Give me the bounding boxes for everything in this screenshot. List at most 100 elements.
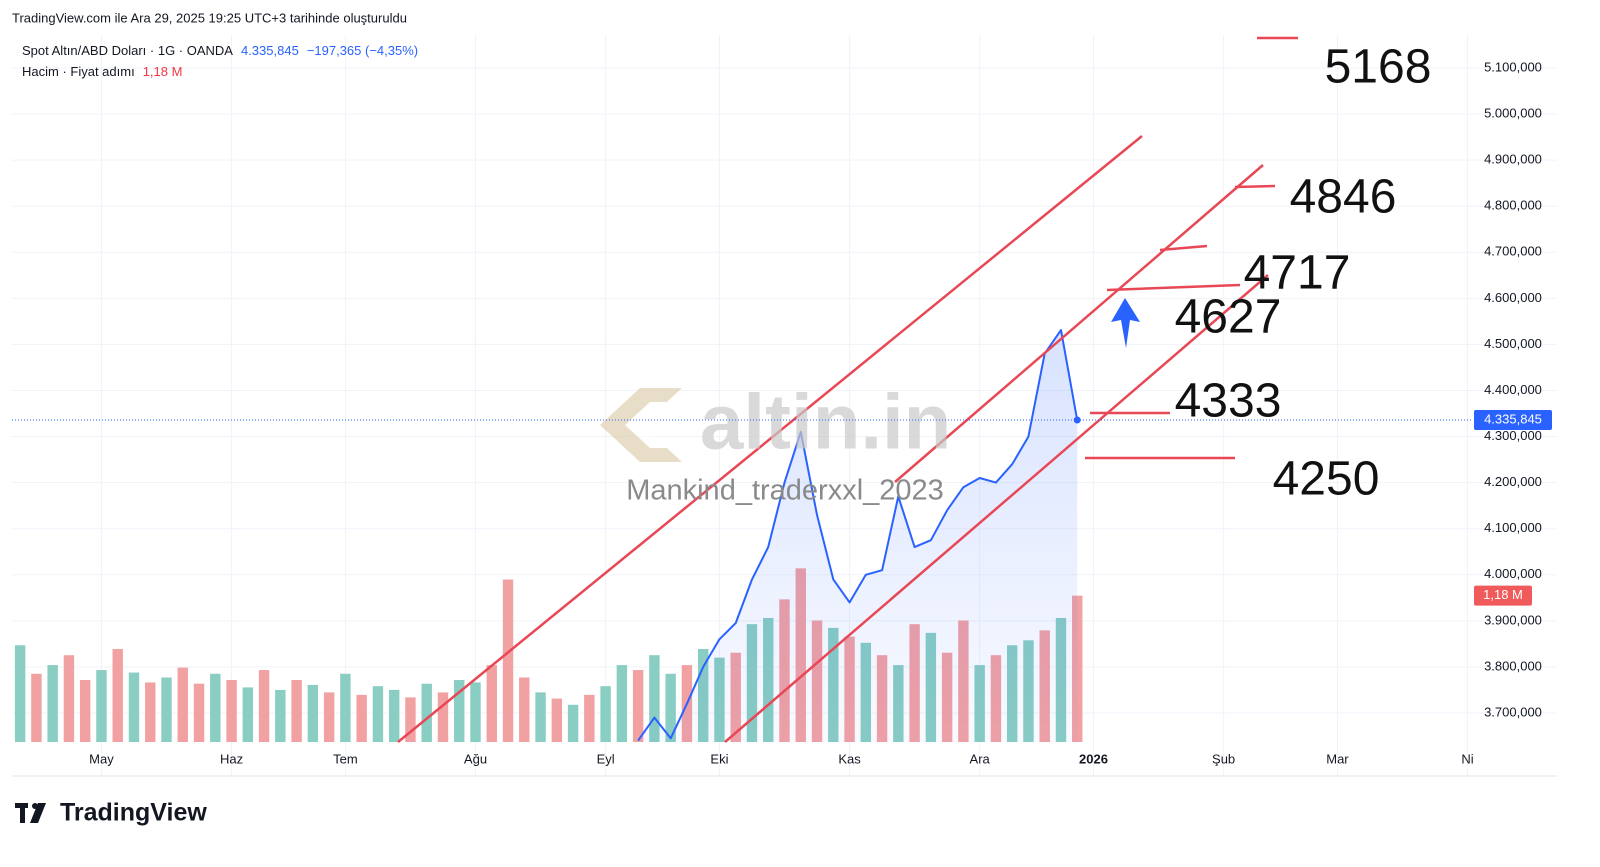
volume-badge — [1474, 585, 1532, 606]
volume-bar — [340, 673, 351, 742]
volume-bar — [600, 686, 611, 742]
y-tick-label: 5.000,000 — [1484, 105, 1542, 120]
volume-bar — [632, 670, 644, 742]
volume-bar — [161, 677, 172, 742]
level-label: 5168 — [1325, 41, 1432, 94]
volume-bar — [454, 679, 465, 742]
y-tick-label: 3.800,000 — [1484, 658, 1542, 673]
x-tick-label: Tem — [333, 751, 358, 766]
volume-bar — [242, 687, 254, 742]
up-arrow — [1111, 298, 1140, 348]
volume-bar — [177, 667, 188, 742]
brand-logo — [15, 803, 46, 823]
y-tick-label: 4.600,000 — [1484, 290, 1542, 305]
level-label: 4846 — [1290, 171, 1397, 224]
y-tick-label: 4.900,000 — [1484, 152, 1542, 167]
x-tick-label: Eki — [710, 751, 728, 766]
level-label: 4250 — [1273, 453, 1380, 506]
volume-bar — [405, 697, 416, 742]
volume-bar — [79, 679, 91, 742]
level-label: 4717 — [1244, 247, 1351, 300]
volume-bar — [145, 682, 156, 742]
brand-name: TradingView — [60, 799, 207, 827]
volume-bar — [665, 673, 676, 742]
volume-bar — [323, 692, 335, 742]
level-line — [1106, 283, 1241, 292]
volume-bar — [388, 689, 400, 742]
x-tick-label: Ara — [970, 751, 991, 766]
price-change: −197,365 (−4,35%) — [307, 43, 418, 58]
volume-bar — [193, 683, 205, 742]
volume-bar — [258, 670, 270, 742]
y-tick-label: 5.100,000 — [1484, 59, 1542, 74]
price-area — [638, 330, 1078, 742]
volume-bar — [551, 698, 563, 742]
channel-upper — [397, 135, 1143, 743]
price-badge-label: 4.335,845 — [1484, 411, 1542, 426]
y-tick-label: 4.000,000 — [1484, 566, 1542, 581]
volume-bar — [616, 665, 628, 742]
watermark-logo — [600, 388, 682, 462]
x-tick-label: Haz — [220, 751, 243, 766]
volume-bar — [14, 645, 26, 742]
y-tick-label: 3.900,000 — [1484, 612, 1542, 627]
channel-middle — [894, 164, 1264, 483]
x-tick-label: Ni — [1461, 751, 1473, 766]
volume-bar — [275, 689, 286, 742]
drawings — [397, 36, 1298, 743]
volume-bar — [307, 684, 319, 742]
y-tick-label: 4.100,000 — [1484, 520, 1542, 535]
x-tick-label: Mar — [1326, 751, 1349, 766]
volume-bar — [112, 648, 123, 742]
y-tick-label: 4.300,000 — [1484, 428, 1542, 443]
volume-bar — [584, 694, 595, 742]
level-line — [1159, 244, 1208, 252]
legend: Spot Altın/ABD Doları · 1G · OANDA 4.335,… — [22, 43, 418, 58]
volume-bar — [486, 665, 497, 742]
created-note: TradingView.com ile Ara 29, 2025 19:25 U… — [12, 10, 407, 25]
volume-bar — [1072, 595, 1083, 742]
watermark: altin.in — [700, 378, 951, 466]
volume-bar — [63, 655, 75, 742]
volume-bar — [437, 692, 449, 742]
y-tick-label: 4.800,000 — [1484, 198, 1542, 213]
volume-bar — [502, 579, 514, 742]
volume-info: · Fiyat adımı — [59, 64, 135, 79]
volume-bar — [31, 673, 42, 742]
volume-bar — [535, 692, 546, 742]
price-line — [637, 329, 1079, 742]
x-tick-label: Kas — [838, 751, 861, 766]
volume-bar — [47, 665, 58, 742]
symbol-info: · 1G · OANDA — [146, 43, 233, 58]
x-tick-label: May — [89, 751, 114, 766]
y-tick-label: 4.500,000 — [1484, 336, 1542, 351]
volume-bar — [210, 673, 221, 742]
x-tick-label: Şub — [1212, 751, 1235, 766]
volume-legend: Hacim · Fiyat adımı 1,18 M — [22, 64, 182, 79]
volume-bar — [649, 655, 660, 742]
volume-bar — [567, 704, 579, 742]
price-badge — [1474, 410, 1552, 431]
level-line — [1234, 184, 1276, 189]
volume-bar — [96, 670, 107, 742]
y-tick-label: 4.700,000 — [1484, 244, 1542, 259]
volume-bar — [356, 694, 367, 742]
y-tick-label: 4.400,000 — [1484, 382, 1542, 397]
x-tick-label: 2026 — [1079, 751, 1108, 766]
y-tick-label: 4.200,000 — [1484, 474, 1542, 489]
volume-bar — [128, 672, 140, 742]
channel-lower — [724, 274, 1269, 743]
watermark: Mankind_traderxxl_2023 — [626, 475, 944, 507]
y-tick-label: 3.700,000 — [1484, 704, 1542, 719]
last-volume: 1,18 M — [143, 64, 183, 79]
volume-bar — [372, 686, 384, 742]
volume-bar — [470, 682, 481, 742]
level-label: 4627 — [1175, 291, 1282, 344]
level-label: 4333 — [1175, 375, 1282, 428]
x-tick-label: Eyl — [597, 751, 615, 766]
volume-bar — [519, 677, 530, 742]
volume-bar — [291, 679, 302, 742]
volume-bar — [421, 683, 432, 742]
volume-name: Hacim — [22, 64, 59, 79]
